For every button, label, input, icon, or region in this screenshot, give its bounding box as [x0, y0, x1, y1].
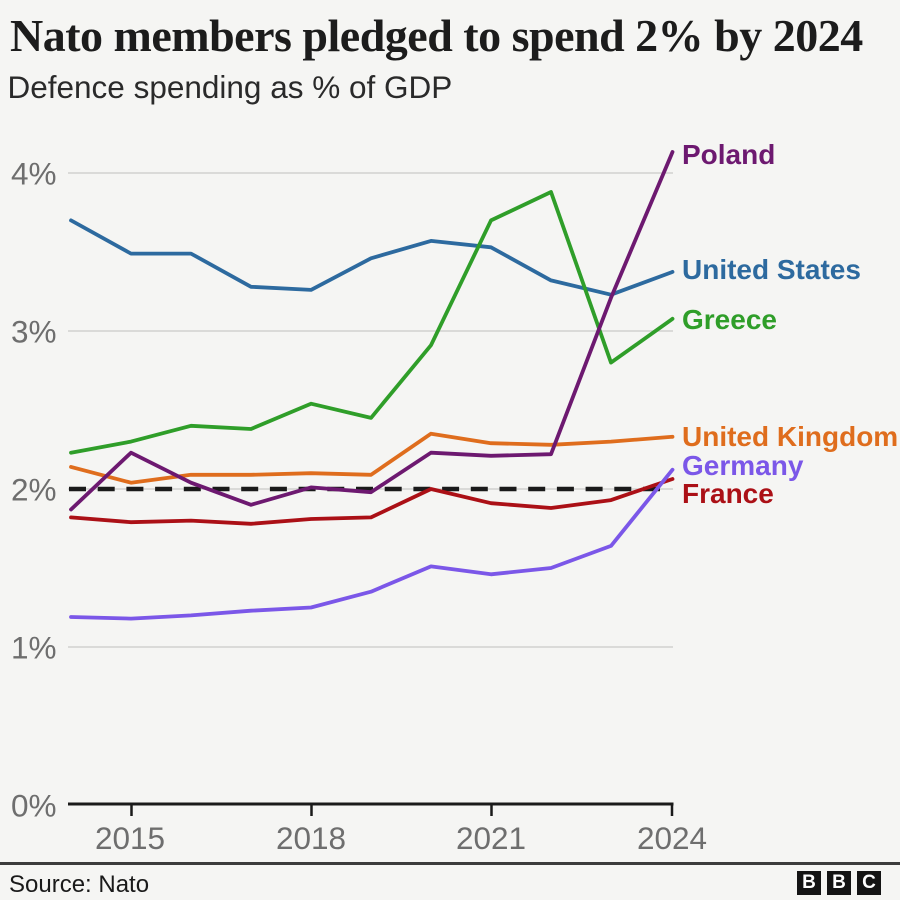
svg-text:2%: 2% — [11, 472, 57, 508]
svg-text:0%: 0% — [11, 788, 57, 824]
svg-text:4%: 4% — [11, 156, 57, 192]
svg-text:1%: 1% — [11, 630, 57, 666]
svg-text:2024: 2024 — [637, 820, 707, 856]
svg-text:2015: 2015 — [95, 820, 165, 856]
svg-text:2018: 2018 — [276, 820, 346, 856]
svg-text:2021: 2021 — [456, 820, 526, 856]
svg-text:3%: 3% — [11, 314, 57, 350]
